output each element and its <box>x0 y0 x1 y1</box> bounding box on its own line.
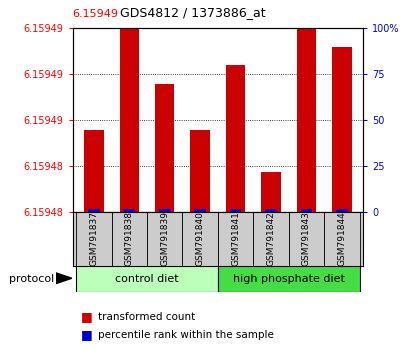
Bar <box>194 209 206 212</box>
Bar <box>261 172 281 212</box>
Bar <box>159 209 171 212</box>
Bar <box>324 212 359 266</box>
Bar <box>332 47 352 212</box>
Text: GSM791839: GSM791839 <box>160 211 169 267</box>
Bar <box>230 209 242 212</box>
Bar <box>88 209 100 212</box>
Text: percentile rank within the sample: percentile rank within the sample <box>98 330 273 339</box>
Bar <box>253 212 289 266</box>
Bar <box>226 65 245 212</box>
Bar <box>218 212 253 266</box>
Bar <box>84 130 104 212</box>
Bar <box>147 212 183 266</box>
Text: GSM791844: GSM791844 <box>337 212 347 266</box>
Text: control diet: control diet <box>115 274 179 284</box>
Text: 6.15949: 6.15949 <box>73 10 119 19</box>
Bar <box>190 130 210 212</box>
Text: GSM791841: GSM791841 <box>231 211 240 267</box>
Text: ■: ■ <box>81 328 93 341</box>
Bar <box>120 28 139 212</box>
Bar <box>289 212 324 266</box>
Bar <box>336 209 348 212</box>
Text: GDS4812 / 1373886_at: GDS4812 / 1373886_at <box>120 6 266 19</box>
Bar <box>124 209 135 212</box>
Text: ■: ■ <box>81 310 93 323</box>
Text: GSM791840: GSM791840 <box>195 211 205 267</box>
Text: protocol: protocol <box>9 274 54 284</box>
Bar <box>300 209 312 212</box>
Text: GSM791838: GSM791838 <box>125 211 134 267</box>
Bar <box>76 266 218 292</box>
Text: GSM791843: GSM791843 <box>302 211 311 267</box>
Text: GSM791837: GSM791837 <box>89 211 98 267</box>
Bar <box>155 84 174 212</box>
Bar <box>112 212 147 266</box>
Text: transformed count: transformed count <box>98 312 195 322</box>
Bar <box>297 28 316 212</box>
Bar <box>265 209 277 212</box>
Polygon shape <box>56 273 72 284</box>
Text: GSM791842: GSM791842 <box>266 212 276 266</box>
Text: high phosphate diet: high phosphate diet <box>233 274 345 284</box>
Bar <box>183 212 218 266</box>
Bar <box>76 212 112 266</box>
Bar <box>218 266 359 292</box>
